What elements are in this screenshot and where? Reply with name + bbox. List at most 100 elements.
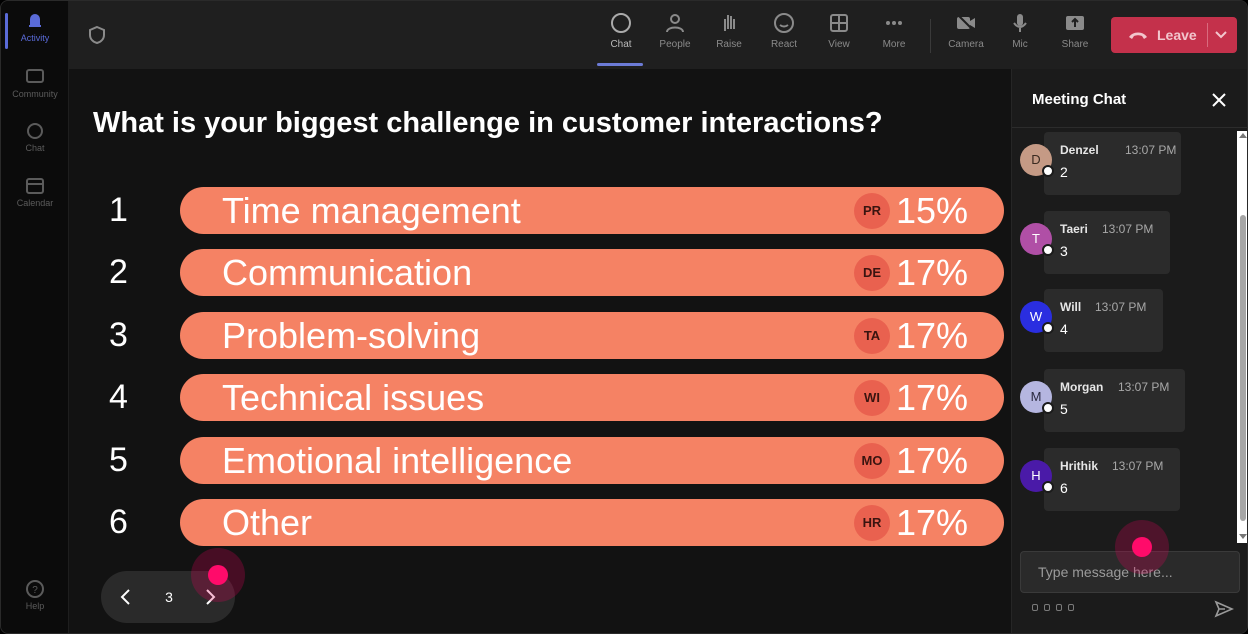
- people-icon: [666, 14, 684, 33]
- option-bar: Technical issues WI 17%: [180, 374, 1004, 421]
- toolbar-label: Raise: [716, 39, 742, 50]
- message-time: 13:07 PM: [1125, 143, 1177, 157]
- message-text: 2: [1060, 164, 1068, 180]
- send-icon[interactable]: [1214, 600, 1234, 618]
- avatar: HR: [854, 505, 890, 541]
- toolbar-react-button[interactable]: React: [758, 11, 810, 50]
- message-input[interactable]: Type message here...: [1020, 551, 1240, 593]
- option-bar: Time management PR 15%: [180, 187, 1004, 234]
- rail-label: Activity: [20, 33, 50, 43]
- active-tab-indicator: [597, 63, 643, 66]
- sender-name: Will: [1060, 300, 1082, 314]
- toolbar-camera-button[interactable]: Camera: [940, 11, 992, 50]
- option-bar: Other HR 17%: [180, 499, 1004, 546]
- avatar: WI: [854, 380, 890, 416]
- message-time: 13:07 PM: [1112, 459, 1164, 473]
- message-bubble: Will 13:07 PM 4: [1044, 289, 1163, 352]
- avatar: D: [1020, 144, 1054, 177]
- toolbar-share-button[interactable]: Share: [1049, 11, 1101, 50]
- status-icon: [1042, 165, 1054, 177]
- avatar: T: [1020, 223, 1054, 256]
- close-icon[interactable]: [1210, 91, 1228, 109]
- option-percent: 17%: [896, 315, 969, 356]
- chevron-left-icon[interactable]: [119, 588, 133, 606]
- avatar: PR: [854, 193, 890, 229]
- scroll-up-icon[interactable]: [1239, 133, 1247, 138]
- hand-icon: [724, 15, 735, 31]
- chevron-right-icon[interactable]: [203, 588, 217, 606]
- attach-icon[interactable]: [1044, 604, 1050, 611]
- rail-item-community[interactable]: Community: [1, 67, 69, 99]
- option-number: 4: [109, 378, 128, 416]
- toolbar-chat-button[interactable]: Chat: [595, 11, 647, 50]
- option-number: 5: [109, 441, 128, 479]
- option-percent: 17%: [896, 377, 969, 418]
- message-text: 5: [1060, 401, 1068, 417]
- chat-scrollbar[interactable]: [1237, 131, 1247, 543]
- sender-name: Denzel: [1060, 143, 1099, 157]
- page-number: 3: [165, 589, 173, 605]
- click-indicator: [191, 548, 245, 602]
- avatar-initial: D: [1031, 152, 1041, 167]
- option-percent: 17%: [896, 440, 969, 481]
- avatar: M: [1020, 381, 1054, 414]
- toolbar-label: View: [828, 39, 850, 50]
- message-text: 3: [1060, 243, 1068, 259]
- rail-item-calendar[interactable]: Calendar: [1, 176, 69, 208]
- share-icon: [1066, 16, 1084, 30]
- rail-item-activity[interactable]: Activity: [1, 11, 69, 49]
- toolbar-label: React: [770, 39, 798, 50]
- message-text: 4: [1060, 321, 1068, 337]
- grid-icon: [830, 14, 848, 32]
- option-number: 1: [109, 191, 128, 229]
- message-time: 13:07 PM: [1102, 222, 1154, 236]
- toolbar-label: Chat: [610, 39, 632, 50]
- camera-off-icon: [956, 13, 976, 33]
- option-label: Technical issues: [222, 377, 485, 418]
- toolbar-people-button[interactable]: People: [649, 11, 701, 50]
- avatar: DE: [854, 255, 890, 291]
- svg-text:?: ?: [32, 585, 38, 596]
- toolbar-more-button[interactable]: More: [868, 11, 920, 50]
- more-icon: [886, 21, 902, 25]
- rail-item-chat[interactable]: Chat: [1, 121, 69, 153]
- phone-hangup-icon: [1129, 32, 1147, 39]
- gif-icon[interactable]: [1068, 604, 1074, 611]
- rail-label: Calendar: [16, 198, 54, 208]
- bell-icon: [29, 14, 41, 27]
- option-label: Problem-solving: [222, 315, 481, 356]
- rail-item-help[interactable]: ? Help: [1, 579, 69, 611]
- avatar: MO: [854, 443, 890, 479]
- emoji-icon[interactable]: [1056, 604, 1062, 611]
- message-bubble: Taeri 13:07 PM 3: [1044, 211, 1170, 274]
- leave-divider: [1207, 23, 1208, 47]
- toolbar-view-button[interactable]: View: [813, 11, 865, 50]
- toolbar-mic-button[interactable]: Mic: [994, 11, 1046, 50]
- sender-name: Taeri: [1060, 222, 1088, 236]
- rail-label: Community: [12, 89, 58, 99]
- scrollbar-thumb[interactable]: [1240, 215, 1246, 521]
- toolbar-label: Camera: [948, 39, 984, 50]
- rail-label: Chat: [25, 143, 45, 153]
- toolbar-label: People: [659, 39, 691, 50]
- calendar-icon: [26, 178, 44, 194]
- leave-label: Leave: [1157, 27, 1197, 43]
- shield-icon[interactable]: [87, 25, 107, 45]
- avatar-initial: T: [1032, 231, 1040, 246]
- smiley-icon: [774, 13, 794, 33]
- chat-title: Meeting Chat: [1032, 91, 1127, 108]
- rail-label: Help: [25, 601, 45, 611]
- option-number: 2: [109, 253, 128, 291]
- community-icon: [26, 69, 44, 83]
- avatar-initial: W: [1029, 309, 1043, 324]
- avatar: W: [1020, 301, 1054, 334]
- toolbar-label: More: [882, 39, 906, 50]
- format-icon[interactable]: [1032, 604, 1038, 611]
- leave-button[interactable]: Leave: [1111, 17, 1237, 53]
- option-label: Communication: [222, 252, 473, 293]
- chevron-down-icon[interactable]: [1215, 29, 1227, 39]
- toolbar-raise-button[interactable]: Raise: [703, 11, 755, 50]
- message-time: 13:07 PM: [1095, 300, 1147, 314]
- scroll-down-icon[interactable]: [1239, 534, 1247, 539]
- help-icon: ?: [26, 580, 44, 598]
